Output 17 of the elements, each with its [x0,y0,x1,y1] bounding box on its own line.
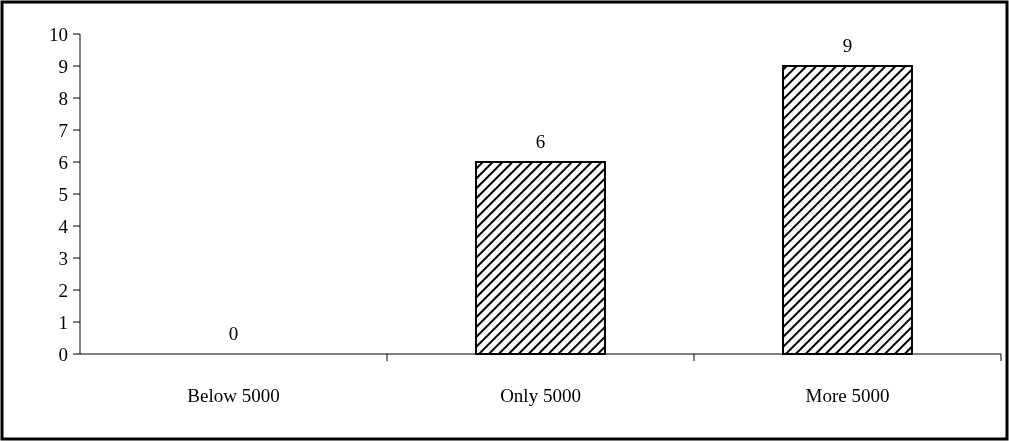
y-tick-label: 7 [58,119,68,141]
y-tick-label: 5 [58,183,68,205]
y-tick-label: 10 [49,23,68,45]
y-tick-label: 3 [58,247,68,269]
y-tick-label: 9 [58,55,68,77]
x-tick-label: More 5000 [805,385,890,406]
y-tick-label: 2 [58,279,68,301]
data-label: 9 [842,35,853,56]
data-label: 6 [535,131,546,152]
y-tick-label: 4 [58,215,69,237]
y-tick-label: 6 [58,151,68,173]
x-tick-label: Only 5000 [500,385,581,406]
x-tick-label: Below 5000 [187,385,280,406]
y-tick-label: 8 [58,87,68,109]
y-tick-label: 1 [58,311,68,333]
data-label: 0 [228,323,239,344]
y-tick-label: 0 [58,343,68,365]
